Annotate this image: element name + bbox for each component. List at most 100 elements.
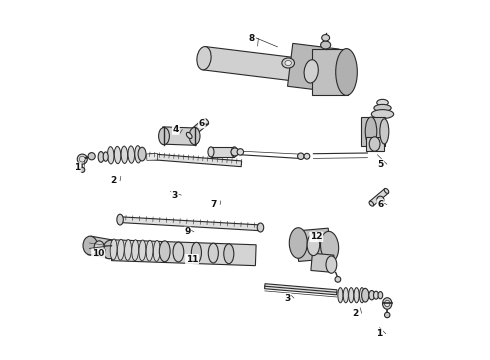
Ellipse shape (146, 240, 153, 261)
Polygon shape (311, 253, 334, 273)
Ellipse shape (237, 149, 244, 155)
Ellipse shape (321, 35, 330, 41)
Ellipse shape (114, 147, 121, 164)
Polygon shape (366, 137, 384, 151)
Ellipse shape (153, 240, 160, 261)
Ellipse shape (285, 60, 292, 66)
Ellipse shape (135, 146, 141, 163)
Ellipse shape (297, 153, 304, 159)
Text: 3: 3 (284, 294, 291, 302)
Ellipse shape (307, 234, 319, 256)
Ellipse shape (371, 110, 393, 119)
Ellipse shape (383, 298, 392, 309)
Ellipse shape (257, 223, 264, 232)
Ellipse shape (103, 152, 108, 161)
Text: 1: 1 (74, 163, 81, 172)
Polygon shape (288, 44, 339, 92)
Text: 3: 3 (172, 191, 178, 199)
Ellipse shape (348, 288, 354, 303)
Ellipse shape (79, 156, 85, 162)
Ellipse shape (83, 236, 98, 255)
Ellipse shape (282, 58, 294, 68)
Ellipse shape (384, 188, 389, 193)
Polygon shape (296, 228, 331, 261)
Ellipse shape (132, 240, 139, 261)
Ellipse shape (159, 127, 170, 145)
Ellipse shape (77, 154, 87, 164)
Text: 10: 10 (92, 249, 104, 258)
Ellipse shape (208, 243, 219, 263)
Text: 1: 1 (376, 329, 382, 338)
Ellipse shape (304, 60, 319, 83)
Text: 6: 6 (377, 200, 384, 209)
Ellipse shape (385, 312, 390, 318)
Text: 2: 2 (352, 309, 358, 318)
Ellipse shape (110, 239, 117, 260)
Ellipse shape (289, 228, 307, 258)
Polygon shape (361, 117, 385, 146)
Ellipse shape (304, 153, 310, 159)
Ellipse shape (121, 146, 128, 163)
Polygon shape (369, 189, 389, 206)
Ellipse shape (231, 147, 237, 157)
Ellipse shape (377, 99, 388, 106)
Ellipse shape (354, 288, 359, 303)
Ellipse shape (369, 201, 373, 206)
Ellipse shape (336, 49, 357, 95)
Ellipse shape (88, 153, 95, 160)
Ellipse shape (385, 300, 390, 307)
Text: 5: 5 (377, 160, 384, 168)
Ellipse shape (377, 196, 384, 203)
Ellipse shape (365, 117, 377, 146)
Polygon shape (187, 119, 208, 138)
Polygon shape (119, 217, 261, 231)
Polygon shape (312, 49, 347, 95)
Ellipse shape (380, 119, 389, 144)
Ellipse shape (362, 288, 369, 302)
Ellipse shape (139, 240, 146, 261)
Text: 8: 8 (249, 34, 255, 43)
Polygon shape (265, 284, 337, 295)
Ellipse shape (369, 137, 380, 151)
Polygon shape (88, 236, 113, 258)
Text: 9: 9 (184, 228, 191, 237)
Ellipse shape (189, 127, 200, 145)
Ellipse shape (338, 288, 343, 303)
Ellipse shape (118, 239, 124, 260)
Ellipse shape (373, 291, 379, 299)
Text: 4: 4 (172, 125, 179, 134)
Text: 12: 12 (310, 233, 322, 242)
Ellipse shape (124, 239, 131, 260)
Ellipse shape (128, 146, 134, 163)
Ellipse shape (343, 288, 348, 303)
Ellipse shape (186, 132, 192, 139)
Ellipse shape (320, 231, 339, 262)
Polygon shape (112, 240, 256, 266)
Ellipse shape (138, 147, 146, 161)
Polygon shape (147, 153, 158, 161)
Ellipse shape (159, 241, 170, 262)
Ellipse shape (173, 242, 184, 262)
Ellipse shape (231, 148, 239, 156)
Ellipse shape (335, 276, 341, 282)
Polygon shape (149, 154, 242, 167)
Ellipse shape (103, 240, 117, 259)
Ellipse shape (320, 41, 331, 49)
Polygon shape (162, 127, 197, 145)
Text: 11: 11 (186, 255, 198, 264)
Ellipse shape (224, 244, 234, 264)
Ellipse shape (192, 242, 201, 263)
Text: 2: 2 (110, 176, 117, 185)
Text: 6: 6 (198, 119, 205, 128)
Ellipse shape (203, 118, 209, 125)
Ellipse shape (98, 152, 104, 162)
Text: 7: 7 (211, 200, 217, 209)
Ellipse shape (360, 288, 365, 303)
Ellipse shape (94, 241, 104, 254)
Ellipse shape (80, 167, 85, 172)
Ellipse shape (326, 256, 337, 273)
Ellipse shape (208, 147, 214, 157)
Polygon shape (211, 147, 234, 157)
Ellipse shape (197, 46, 211, 70)
Ellipse shape (117, 214, 123, 225)
